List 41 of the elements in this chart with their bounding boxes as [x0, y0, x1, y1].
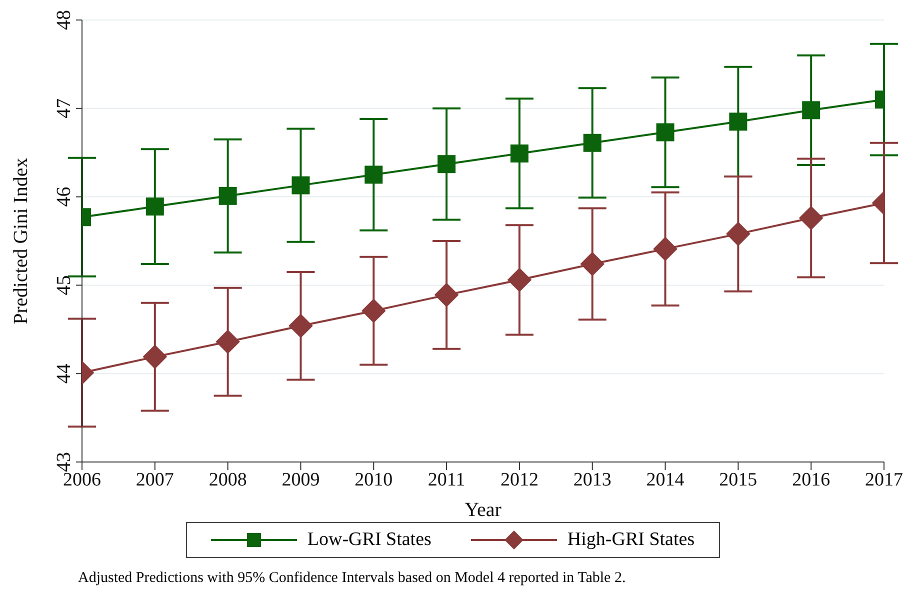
legend-label: Low-GRI States: [307, 529, 432, 551]
y-tick-label: 44: [53, 364, 75, 384]
legend-label: High-GRI States: [567, 529, 695, 551]
point: [656, 123, 674, 142]
point: [292, 176, 310, 194]
x-tick-label: 2014: [646, 469, 685, 490]
point: [507, 268, 532, 292]
x-axis-title: Year: [464, 499, 502, 521]
point: [288, 314, 313, 338]
x-tick-label: 2008: [208, 469, 247, 490]
point: [218, 186, 237, 205]
point: [653, 236, 678, 262]
x-tick-label: 2010: [354, 469, 393, 490]
y-tick-label: 45: [53, 275, 75, 296]
x-tick-label: 2015: [719, 469, 758, 490]
y-tick-label: 47: [53, 98, 75, 118]
point: [438, 155, 456, 174]
x-tick-label: 2017: [865, 469, 903, 490]
point: [361, 298, 386, 323]
x-tick-label: 2013: [573, 469, 612, 490]
text: Adjusted Predictions with 95% Confidence Intervals based on Model 4 reported in Table 2.: [78, 570, 627, 587]
point: [146, 198, 164, 216]
y-tick-label: 46: [53, 186, 75, 207]
point: [580, 252, 605, 276]
x-tick-label: 2012: [500, 469, 538, 490]
x-tick-label: 2007: [136, 469, 174, 490]
point: [802, 101, 820, 120]
y-tick-label: 48: [53, 10, 75, 30]
point: [364, 166, 383, 184]
point: [216, 330, 240, 354]
x-tick-label: 2011: [428, 469, 466, 490]
point: [510, 144, 528, 162]
x-tick-label: 2009: [282, 469, 320, 490]
point: [434, 282, 459, 308]
point: [142, 344, 168, 369]
y-axis-title: Predicted Gini Index: [10, 158, 32, 324]
point: [798, 206, 824, 230]
point: [726, 222, 750, 246]
point: [583, 134, 602, 152]
point: [729, 112, 748, 131]
x-tick-label: 2016: [792, 469, 830, 490]
